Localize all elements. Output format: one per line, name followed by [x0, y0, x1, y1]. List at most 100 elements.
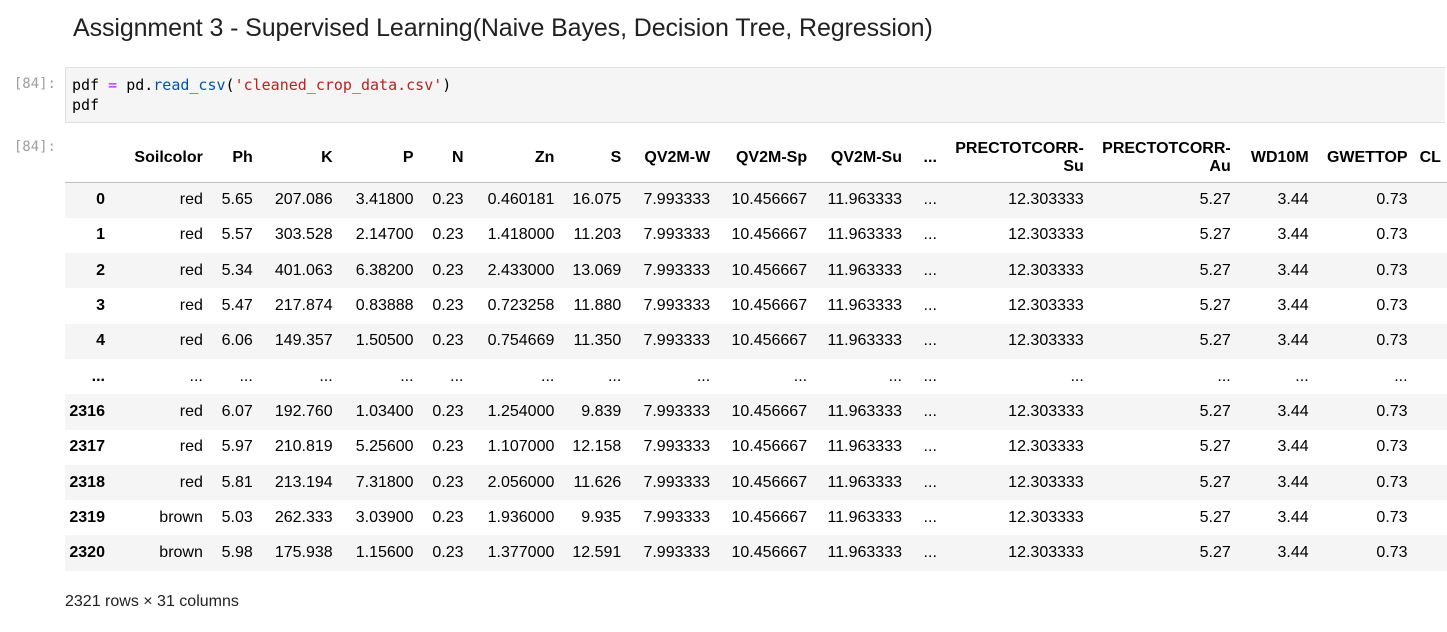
table-cell: 11.963333 — [827, 191, 902, 209]
table-cell: 10.456667 — [731, 297, 808, 315]
table-cell: ... — [1217, 367, 1231, 385]
table-cell: 0.73 — [1376, 402, 1408, 420]
code-cell[interactable]: pdf = pd.read_csv('cleaned_crop_data.csv… — [65, 67, 1445, 123]
table-cell: 6.06 — [221, 332, 253, 350]
table-cell: ... — [239, 367, 253, 385]
table-cell: 0.73 — [1376, 508, 1408, 526]
table-cell: 16.075 — [572, 191, 622, 209]
table-cell: 12.303333 — [1008, 226, 1084, 244]
table-cell: 5.27 — [1199, 473, 1231, 491]
table-cell: ... — [696, 367, 711, 385]
table-cell: 3.41800 — [355, 191, 414, 209]
row-index: ... — [91, 367, 105, 385]
table-row: 2319 brown 5.03 262.333 3.03900 0.23 1.936000 9… — [65, 500, 1447, 536]
table-cell: 1.50500 — [355, 332, 414, 350]
row-index: 2317 — [69, 438, 105, 456]
table-cell: 7.993333 — [643, 191, 711, 209]
table-cell: 1.936000 — [487, 508, 555, 526]
table-cell: 12.591 — [572, 544, 622, 562]
table-cell: 2.056000 — [487, 473, 555, 491]
table-cell: 9.935 — [581, 508, 622, 526]
table-cell: 10.456667 — [731, 191, 808, 209]
table-cell: 210.819 — [274, 438, 333, 456]
column-header: ... — [908, 134, 943, 183]
code-token-paren-open: ( — [225, 76, 235, 94]
table-cell: 12.303333 — [1008, 508, 1084, 526]
table-cell: ... — [1394, 367, 1408, 385]
table-cell: 11.626 — [573, 473, 622, 491]
table-cell: 11.963333 — [827, 226, 902, 244]
column-header: P — [338, 134, 420, 183]
table-cell: 3.44 — [1277, 544, 1309, 562]
table-cell: ... — [923, 332, 937, 350]
table-cell: 10.456667 — [731, 226, 808, 244]
table-cell: red — [179, 191, 203, 209]
table-cell: 7.993333 — [643, 544, 711, 562]
table-cell: 0.723258 — [487, 297, 555, 315]
dataframe-shape: 2321 rows × 31 columns — [65, 593, 239, 610]
column-header: Soilcolor — [120, 134, 209, 183]
table-cell: 3.44 — [1277, 332, 1309, 350]
table-cell: 0.73 — [1376, 332, 1408, 350]
code-token-string: 'cleaned_crop_data.csv' — [234, 76, 443, 94]
table-cell: 6.38200 — [355, 261, 414, 279]
table-cell: red — [179, 402, 203, 420]
table-cell: 0.23 — [432, 544, 464, 562]
table-cell: 12.158 — [572, 438, 622, 456]
table-cell: 1.377000 — [487, 544, 555, 562]
table-cell — [1414, 183, 1447, 218]
table-cell: 2.14700 — [355, 226, 414, 244]
table-cell: ... — [189, 367, 203, 385]
table-cell: 0.83888 — [355, 297, 414, 315]
table-cell: ... — [450, 367, 464, 385]
row-index: 2316 — [69, 402, 105, 420]
table-cell: 401.063 — [274, 261, 333, 279]
code-line-2: pdf — [72, 96, 100, 114]
table-cell: 3.44 — [1277, 226, 1309, 244]
table-cell: 5.27 — [1199, 226, 1231, 244]
table-cell: 7.993333 — [643, 261, 711, 279]
table-cell: 262.333 — [274, 508, 333, 526]
table-cell: ... — [923, 473, 937, 491]
table-cell — [1414, 253, 1447, 288]
code-token-var: pdf — [72, 76, 100, 94]
table-cell: ... — [1070, 367, 1084, 385]
table-cell: ... — [400, 367, 414, 385]
table-cell: 3.44 — [1277, 402, 1309, 420]
table-cell: 0.23 — [432, 226, 464, 244]
table-cell: 7.31800 — [355, 473, 414, 491]
table-cell — [1414, 465, 1447, 500]
code-token-paren-close: ) — [442, 76, 452, 94]
table-cell: 12.303333 — [1008, 402, 1084, 420]
row-index: 2318 — [69, 473, 105, 491]
table-row: 1 red 5.57 303.528 2.14700 0.23 1.418000 11.203… — [65, 217, 1447, 254]
table-cell: 5.47 — [221, 297, 253, 315]
table-cell: 5.27 — [1199, 544, 1231, 562]
table-cell: ... — [541, 367, 555, 385]
table-cell: 5.27 — [1199, 191, 1231, 209]
table-cell: 5.81 — [221, 473, 253, 491]
table-cell: 217.874 — [274, 297, 333, 315]
table-cell: 0.23 — [432, 508, 464, 526]
column-header: WD10M — [1236, 134, 1315, 183]
table-row: 2317 red 5.97 210.819 5.25600 0.23 1.107000 12.… — [65, 429, 1447, 465]
input-prompt: [84]: — [13, 76, 56, 92]
table-cell: red — [179, 226, 203, 244]
table-cell: 11.203 — [573, 226, 622, 244]
table-cell: 11.963333 — [827, 438, 902, 456]
table-cell: 7.993333 — [643, 402, 711, 420]
table-cell — [1414, 218, 1447, 253]
table-cell: 7.993333 — [643, 473, 711, 491]
row-index: 2320 — [69, 544, 105, 562]
table-cell: 12.303333 — [1008, 261, 1084, 279]
table-cell: ... — [923, 367, 937, 385]
table-cell: 0.754669 — [487, 332, 555, 350]
table-cell: 1.15600 — [355, 544, 414, 562]
row-index: 3 — [96, 297, 105, 315]
code-token-module: pd. — [126, 76, 154, 94]
table-cell: 213.194 — [274, 473, 333, 491]
table-cell: 0.460181 — [487, 191, 555, 209]
table-cell: 192.760 — [274, 402, 333, 420]
table-cell: 5.57 — [221, 226, 253, 244]
table-cell — [1414, 394, 1447, 429]
